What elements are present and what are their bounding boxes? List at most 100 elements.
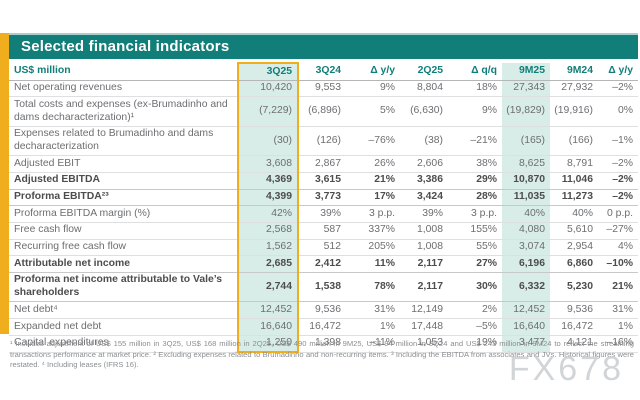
column-header-9m25: 9M25 — [502, 63, 550, 81]
title-bar: Selected financial indicators — [9, 33, 638, 59]
cell: 16,472 — [550, 318, 598, 336]
table-row: Adjusted EBIT 3,608 2,867 26% 2,606 38% 8,625 8… — [9, 155, 638, 173]
cell: 5,230 — [550, 271, 598, 303]
cell: (7,229) — [237, 96, 299, 127]
footnote: ¹ Includes adjustment of US$ 155 million… — [10, 339, 634, 370]
table-row: Net operating revenues 10,420 9,553 9% 8,804… — [9, 80, 638, 98]
column-header-9m24: 9M24 — [550, 63, 598, 81]
column-header-q-q: Δ q/q — [448, 63, 502, 81]
cell: 1,398 — [298, 335, 346, 353]
cell: –10% — [598, 255, 638, 273]
cell: 2,685 — [237, 255, 299, 273]
cell: 27% — [448, 255, 502, 273]
column-header-y-y: Δ y/y — [598, 63, 638, 81]
cell: 2,117 — [400, 271, 448, 303]
cell: 512 — [298, 239, 346, 257]
cell: 1,008 — [400, 222, 448, 240]
cell: –16% — [598, 335, 638, 353]
cell: 6,196 — [502, 255, 550, 273]
cell: 11,046 — [550, 171, 598, 190]
table-row: Proforma EBITDA margin (%) 42% 39% 3 p.p. 39… — [9, 205, 638, 223]
cell: 155% — [448, 222, 502, 240]
cell: 40% — [550, 205, 598, 223]
cell: –27% — [598, 222, 638, 240]
cell: 12,149 — [400, 301, 448, 319]
cell: 4,080 — [502, 222, 550, 240]
cell: 2,867 — [298, 155, 346, 173]
cell: 9,536 — [550, 301, 598, 319]
cell: 3 p.p. — [346, 205, 400, 223]
row-label: Expenses related to Brumadinho and dams … — [9, 126, 238, 157]
cell: 3,773 — [298, 188, 346, 207]
cell: 3,386 — [400, 171, 448, 190]
cell: 205% — [346, 239, 400, 257]
cell: 16,640 — [502, 318, 550, 336]
cell: 3,477 — [502, 335, 550, 353]
cell: 42% — [237, 205, 299, 223]
row-label: Proforma EBITDA margin (%) — [9, 205, 238, 223]
cell: 19% — [448, 335, 502, 353]
table-row: Attributable net income 2,685 2,412 11% 2,11… — [9, 255, 638, 273]
table-row: Adjusted EBITDA 4,369 3,615 21% 3,386 29% 10,8… — [9, 171, 638, 190]
cell: 4,399 — [237, 188, 299, 207]
cell: 2,117 — [400, 255, 448, 273]
cell: –1% — [598, 126, 638, 157]
row-label: Proforma EBITDA²³ — [9, 188, 238, 207]
cell: 12,452 — [502, 301, 550, 319]
cell: 16,640 — [237, 318, 299, 336]
row-label: Proforma net income attributable to Vale… — [9, 271, 238, 303]
cell: 9% — [448, 96, 502, 127]
column-header-2q25: 2Q25 — [400, 63, 448, 81]
cell: (166) — [550, 126, 598, 157]
cell: 9% — [346, 80, 400, 98]
cell: (6,630) — [400, 96, 448, 127]
cell: 27,932 — [550, 80, 598, 98]
cell: –11% — [346, 335, 400, 353]
cell: 10,870 — [502, 171, 550, 190]
cell: 5,610 — [550, 222, 598, 240]
cell: 587 — [298, 222, 346, 240]
cell: 4,369 — [237, 171, 299, 190]
cell: (6,896) — [298, 96, 346, 127]
row-label: Net operating revenues — [9, 80, 238, 98]
cell: 1,053 — [400, 335, 448, 353]
cell: 12,452 — [237, 301, 299, 319]
cell: 11,273 — [550, 188, 598, 207]
table-row: Net debt⁴ 12,452 9,536 31% 12,149 2% 12,452 9,5… — [9, 301, 638, 319]
left-accent-bar — [0, 33, 9, 334]
cell: 78% — [346, 271, 400, 303]
cell: 0 p.p. — [598, 205, 638, 223]
table-body: Net operating revenues 10,420 9,553 9% 8,804… — [9, 80, 638, 354]
cell: (19,829) — [502, 96, 550, 127]
cell: –5% — [448, 318, 502, 336]
cell: 27,343 — [502, 80, 550, 98]
cell: 38% — [448, 155, 502, 173]
cell: –21% — [448, 126, 502, 157]
cell: 8,791 — [550, 155, 598, 173]
cell: 8,804 — [400, 80, 448, 98]
cell: –2% — [598, 171, 638, 190]
cell: 4,121 — [550, 335, 598, 353]
cell: 2,568 — [237, 222, 299, 240]
cell: –2% — [598, 80, 638, 98]
row-label: Expanded net debt — [9, 318, 238, 336]
cell: 4% — [598, 239, 638, 257]
financial-indicators-table: US$ million 3Q25 3Q24 Δ y/y 2Q25 Δ q/q 9M25 9M2… — [9, 61, 638, 354]
column-header-3q25: 3Q25 — [237, 61, 299, 81]
cell: –2% — [598, 188, 638, 207]
cell: 8,625 — [502, 155, 550, 173]
cell: 9,536 — [298, 301, 346, 319]
cell: (126) — [298, 126, 346, 157]
row-label: Total costs and expenses (ex-Brumadinho … — [9, 96, 238, 127]
cell: 21% — [598, 271, 638, 303]
row-label: Net debt⁴ — [9, 301, 238, 319]
table-row: Free cash flow 2,568 587 337% 1,008 155% 4,080… — [9, 222, 638, 240]
table-row: Expenses related to Brumadinho and dams … — [9, 126, 638, 157]
column-header-3q24: 3Q24 — [298, 63, 346, 81]
row-label: Attributable net income — [9, 255, 238, 273]
cell: 3 p.p. — [448, 205, 502, 223]
cell: 2,606 — [400, 155, 448, 173]
cell: 11,035 — [502, 188, 550, 207]
cell: 31% — [598, 301, 638, 319]
header-row: US$ million 3Q25 3Q24 Δ y/y 2Q25 Δ q/q 9M25 9M2… — [9, 61, 638, 81]
